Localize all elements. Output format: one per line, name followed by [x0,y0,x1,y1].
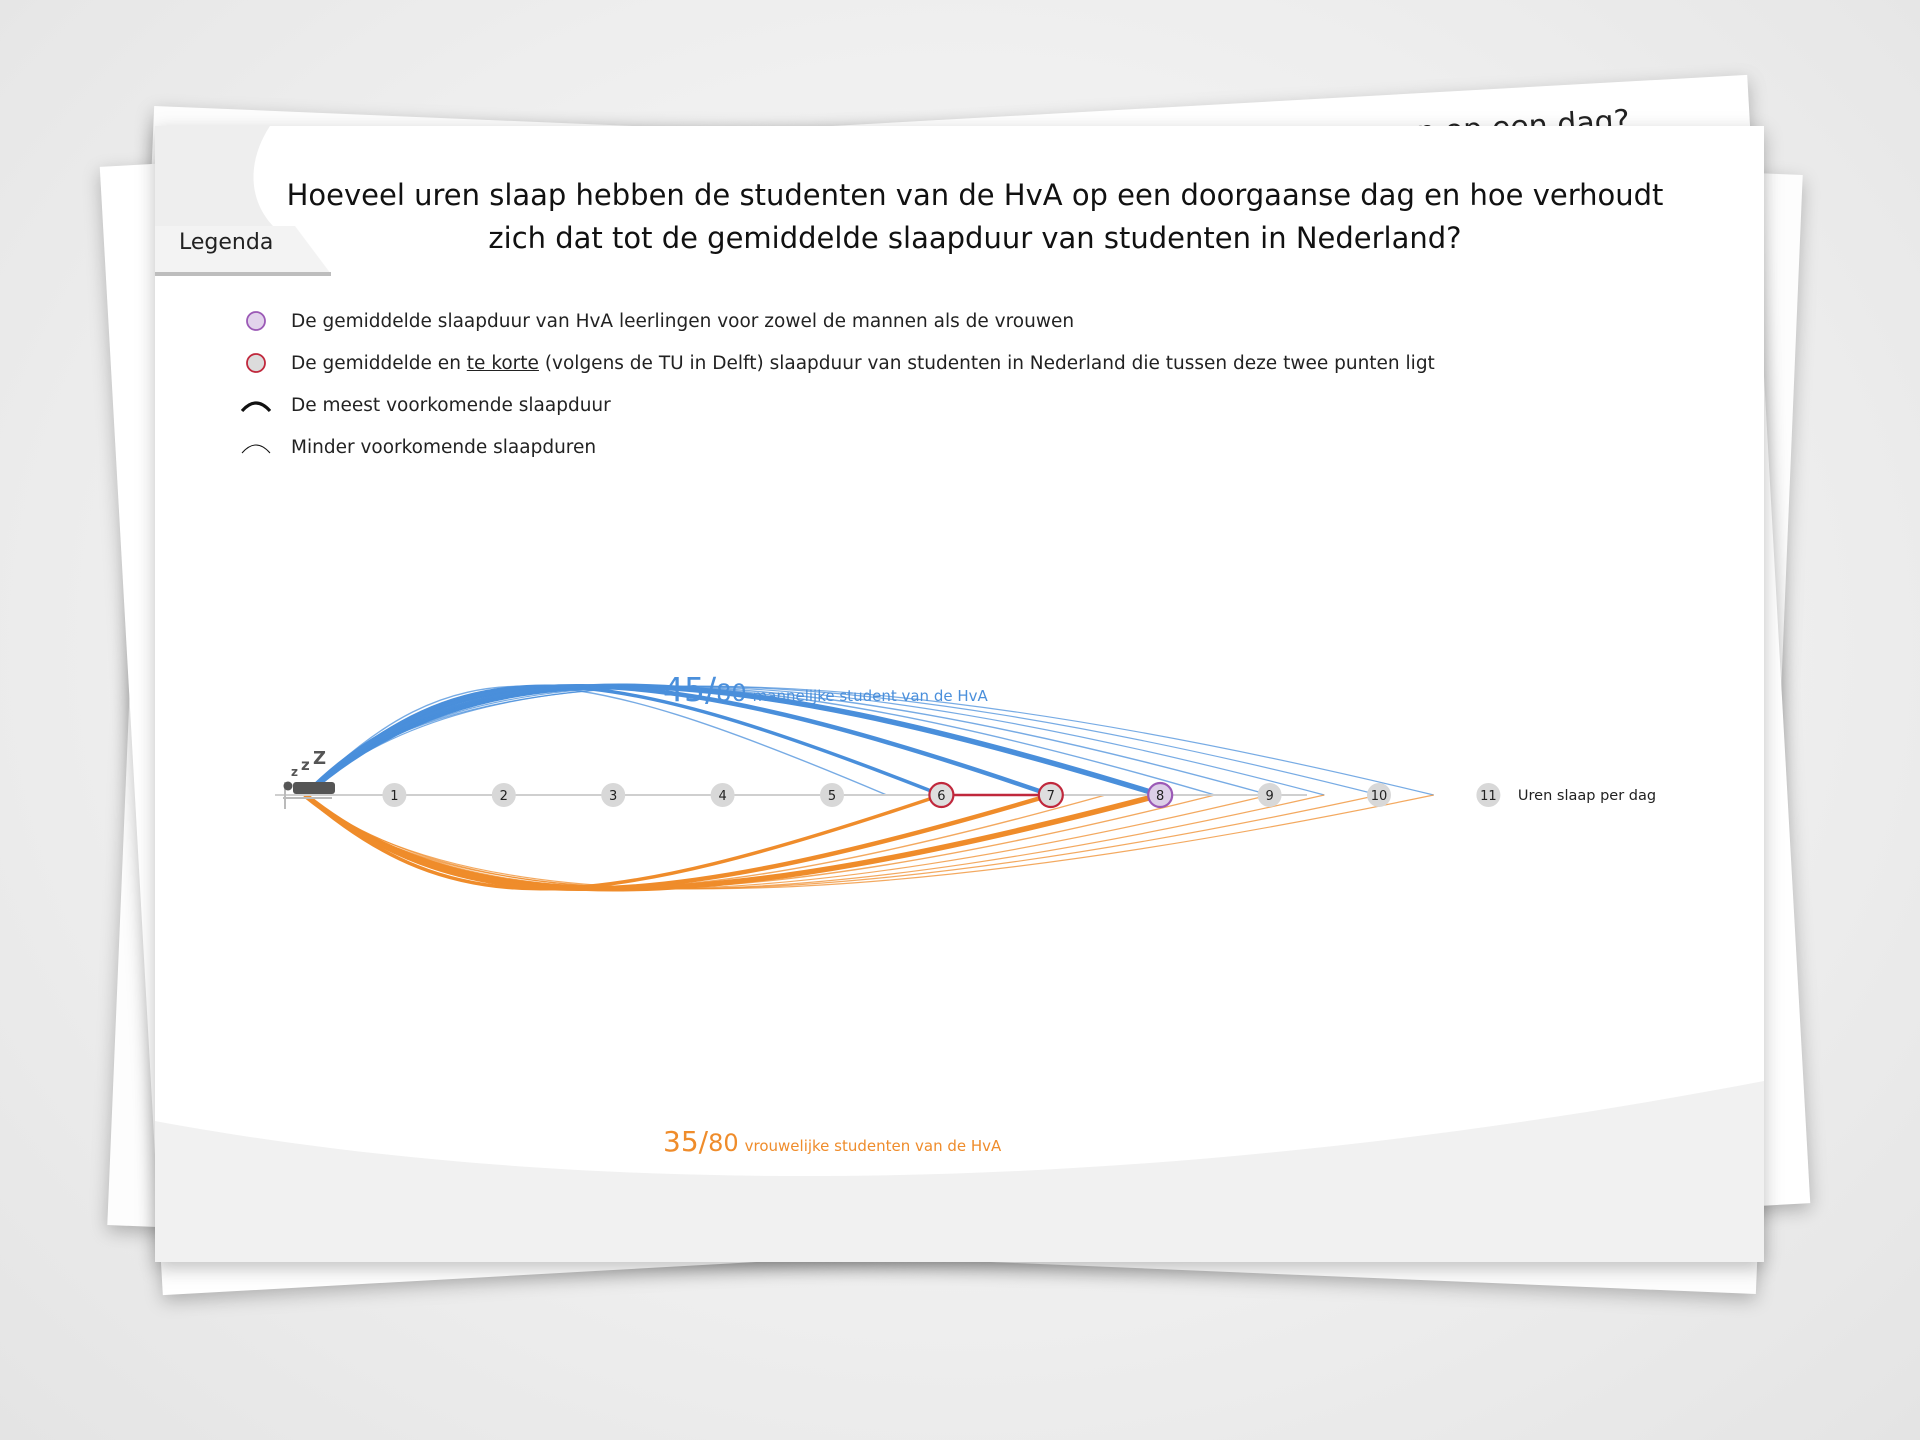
tick-label: 5 [828,789,836,804]
tick-marker [1257,783,1282,807]
svg-text:z: z [291,765,298,779]
legend-text: De meest voorkomende slaapduur [291,394,611,416]
female-series-label: 35/80 vrouwelijke studenten van de HvA [663,1125,1002,1158]
tick-marker [1367,783,1391,807]
tick-marker [1037,781,1064,809]
female-arc [304,794,1051,890]
tick-marker [820,783,844,807]
svg-text:z: z [301,756,310,774]
tick-label: 9 [1265,789,1273,804]
legend-item-hva-average: De gemiddelde slaapduur van HvA leerling… [241,306,1074,336]
female-arc [304,794,1434,890]
female-arc [303,792,1052,892]
female-series-name: vrouwelijke studenten van de HvA [745,1137,1002,1155]
legend-text-part: De gemiddelde en [291,352,467,374]
tick-marker [710,783,735,807]
thin-arc-icon [241,432,271,462]
legend-text-part: (volgens de TU in Delft) slaapduur van s… [538,352,1435,374]
female-count: 35 [663,1125,699,1158]
male-arc [304,685,1434,796]
legend-text-underlined: te korte [466,352,539,374]
sleeping-person-icon: z z Z [283,748,335,809]
tick-marker [491,783,516,807]
legend-item-common: De meest voorkomende slaapduur [241,390,611,420]
male-series-name: mannelijke student van de HvA [753,687,989,705]
male-total: 80 [716,679,747,707]
tick-marker [1147,781,1174,809]
female-arc [303,793,942,891]
tick-label: 3 [609,789,617,804]
male-count: 45 [663,670,705,709]
tick-marker [382,783,407,807]
legend-tab [155,226,331,276]
legend-text: Minder voorkomende slaapduren [291,436,597,458]
female-total: 80 [708,1129,739,1157]
female-arc [304,794,1106,890]
thick-arc-icon [241,390,271,420]
sheet-decoration [155,126,1764,1262]
male-series-label: 45/80 mannelijke student van de HvA [663,670,988,709]
tick-label: 10 [1371,789,1388,804]
svg-text:Z: Z [313,748,326,769]
tick-marker [928,781,955,809]
red-circle-icon [241,348,271,378]
tick-label: 4 [718,789,726,804]
tick-marker [601,783,626,807]
main-sheet: Legenda Hoeveel uren slaap hebben de stu… [155,126,1764,1262]
tick-marker [1476,783,1501,807]
chart-title: Hoeveel uren slaap hebben de studenten v… [286,178,1664,255]
legend-tab-label: Legenda [179,230,274,255]
tick-label: 11 [1480,789,1497,804]
x-axis-label: Uren slaap per dag [1518,788,1656,804]
chart: 1 2 3 4 5 6 7 8 9 10 11 z z Z Uren slaap per dag 4… [275,670,1656,1158]
legend-item-nl-average: De gemiddelde en te korte (volgens de TU… [241,348,1435,378]
tick-label: 1 [390,789,398,804]
tick-label: 8 [1156,789,1164,804]
legend-item-uncommon: Minder voorkomende slaapduren [241,432,596,462]
tick-label: 6 [937,789,945,804]
legend-text: De gemiddelde slaapduur van HvA leerling… [291,310,1075,332]
tick-label: 7 [1047,789,1055,804]
tick-label: 2 [500,789,508,804]
purple-circle-icon [241,306,271,336]
